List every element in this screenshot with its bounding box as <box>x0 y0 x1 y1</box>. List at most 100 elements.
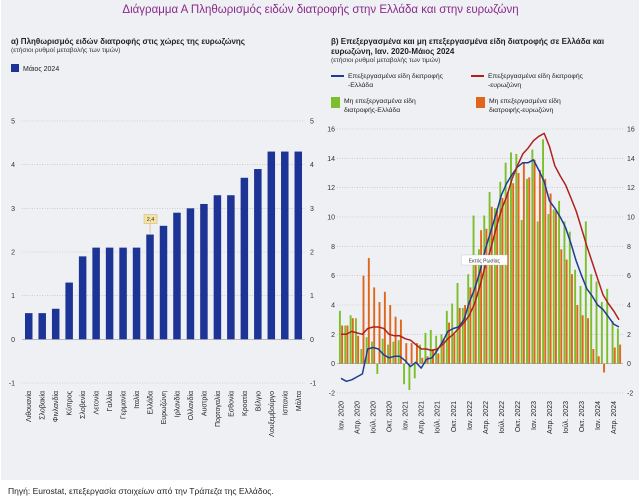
bar <box>146 234 154 340</box>
bar-unprocessed-ez <box>346 325 349 364</box>
y-tick-right: 0 <box>627 361 631 368</box>
bar-unprocessed-gr <box>558 200 561 364</box>
bar-unprocessed-gr <box>419 344 422 364</box>
bar-unprocessed-gr <box>440 334 443 364</box>
y-tick-right: 12 <box>627 185 635 192</box>
bar-unprocessed-gr <box>451 303 454 364</box>
y-tick-right: 4 <box>627 303 631 310</box>
bar-unprocessed-gr <box>397 340 400 364</box>
bar-unprocessed-ez <box>597 356 600 364</box>
legend-label: Μη επεξεργασμένα είδη <box>489 97 561 105</box>
legend-label: Επεξεργασμένα είδη διατροφής <box>348 72 444 80</box>
y-tick-left: 10 <box>327 215 335 222</box>
y-tick-left: -2 <box>329 391 335 398</box>
bar-unprocessed-ez <box>373 287 376 364</box>
bar-unprocessed-gr <box>606 288 609 364</box>
x-tick-label: Λουξεμβούργο <box>268 391 276 437</box>
x-tick-label: Κροατία <box>241 391 249 416</box>
chart-b: Επεξεργασμένα είδη διατροφής-ΕλλάδαΕπεξε… <box>327 72 635 434</box>
bar-unprocessed-ez <box>362 275 365 364</box>
bar-unprocessed-ez <box>485 228 488 364</box>
y-tick-right: 16 <box>627 127 635 134</box>
chart-a-title: α) Πληθωρισμός ειδών διατροφής στις χώρε… <box>11 37 245 46</box>
legend-label-may-2024: Μάιος 2024 <box>23 65 59 73</box>
bar-unprocessed-ez <box>421 357 424 364</box>
x-tick-label: Αυστρία <box>200 391 208 416</box>
bar-unprocessed-ez <box>399 319 402 364</box>
bar <box>267 151 276 340</box>
bar <box>105 247 114 340</box>
bar-unprocessed-gr <box>493 208 496 364</box>
x-tick-label: Λιθουανία <box>25 391 33 422</box>
legend-label: Μη επεξεργασμένα είδη <box>344 97 416 105</box>
bar-unprocessed-gr <box>392 341 395 364</box>
x-tick-label: Σλοβενία <box>79 391 87 419</box>
y-tick-left: 8 <box>331 244 335 251</box>
bar-unprocessed-ez <box>458 307 461 364</box>
bar-unprocessed-gr <box>472 215 475 364</box>
x-tick-label: Ιούλ. 2023 <box>562 401 570 434</box>
bar-unprocessed-gr <box>515 153 518 364</box>
bar-unprocessed-ez <box>533 159 536 364</box>
bar-unprocessed-gr <box>467 274 470 364</box>
x-tick-label: Εσθονία <box>227 391 235 417</box>
y-tick-left: 2 <box>11 250 15 257</box>
bar-unprocessed-gr <box>344 325 347 364</box>
x-tick-label: Γαλλία <box>106 391 114 412</box>
y-tick-left: 4 <box>331 303 335 310</box>
bar-unprocessed-ez <box>538 170 541 364</box>
bar-unprocessed-gr <box>387 344 389 364</box>
y-tick-right: 3 <box>310 206 314 213</box>
page-title: Διάγραμμα Α Πληθωρισμός ειδών διατροφής … <box>122 4 519 16</box>
bar-unprocessed-gr <box>595 281 598 364</box>
x-tick-label: Απρ. 2020 <box>355 401 362 434</box>
bar <box>119 247 127 340</box>
bar-unprocessed-ez <box>544 178 547 364</box>
bar-unprocessed-ez <box>448 322 450 364</box>
bar <box>132 247 141 340</box>
legend-label: διατροφής-Ελλάδα <box>344 106 400 114</box>
y-tick-left: 0 <box>331 361 335 368</box>
bar <box>78 256 87 340</box>
x-tick-label: Οκτ. 2022 <box>515 401 522 432</box>
y-tick-left: 5 <box>11 119 15 126</box>
x-tick-label: Απρ. 2022 <box>483 401 490 434</box>
bar <box>213 195 222 340</box>
bar-unprocessed-ez <box>383 291 386 364</box>
bar-unprocessed-gr <box>574 269 577 364</box>
bar-unprocessed-gr <box>552 209 555 364</box>
bar-unprocessed-gr <box>360 349 363 364</box>
x-tick-label: Ιούλ. 2020 <box>370 401 378 434</box>
bar-unprocessed-ez <box>442 338 445 364</box>
y-tick-right: 2 <box>310 250 314 257</box>
bar-unprocessed-ez <box>613 347 616 364</box>
x-tick-label: Ιταλία <box>133 391 141 409</box>
chart-a: Μάιος 2024 -1 -1 0 0 1 1 2 2 3 3 4 4 5 5 Λιθουανία Σλοβα… <box>9 64 316 437</box>
bar <box>254 169 262 340</box>
x-tick-label: Απρ. 2023 <box>547 401 554 434</box>
bar-unprocessed-ez <box>565 259 568 364</box>
bar-unprocessed-ez <box>378 302 381 364</box>
bar <box>240 177 249 340</box>
y-tick-right: 0 <box>310 337 314 344</box>
bar-unprocessed-ez <box>469 287 472 364</box>
bar-unprocessed-ez <box>549 193 552 364</box>
y-tick-right: 8 <box>627 244 631 251</box>
bar-unprocessed-ez <box>528 177 531 364</box>
bar-unprocessed-ez <box>517 173 520 364</box>
x-tick-label: Ισπανία <box>281 391 289 415</box>
legend-label: διατροφής-ευρωζώνη <box>489 106 553 114</box>
x-tick-label: Απρ. 2021 <box>419 401 426 434</box>
x-tick-label: Ιρλανδία <box>173 391 181 417</box>
x-tick-label: Βέλγιο <box>254 391 262 411</box>
y-tick-right: -2 <box>627 391 633 398</box>
y-tick-left: 2 <box>331 332 335 339</box>
callout-box <box>143 214 158 224</box>
bar-unprocessed-gr <box>499 181 502 364</box>
chart-b-title: β) Επεξεργασμένα και μη επεξεργασμένα εί… <box>331 37 605 56</box>
bar-unprocessed-ez <box>603 363 606 373</box>
legend-swatch-may-2024 <box>11 64 19 72</box>
bar-unprocessed-gr <box>536 221 539 364</box>
y-tick-left: 16 <box>327 127 335 134</box>
bar-unprocessed-ez <box>474 261 477 364</box>
